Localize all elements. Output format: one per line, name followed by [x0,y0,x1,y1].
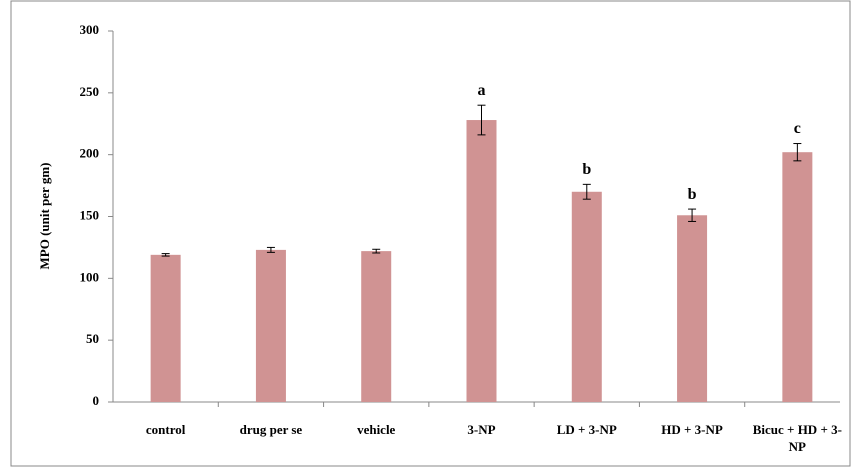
bar [677,215,708,402]
y-tick-label: 250 [80,84,100,99]
y-tick-label: 50 [86,331,99,346]
bar [571,191,602,402]
x-tick-label: control [145,422,186,437]
x-tick-label: 3-NP [467,422,496,437]
y-tick-label: 200 [80,146,100,161]
y-tick-label: 150 [80,207,100,222]
x-tick-label: HD + 3-NP [661,422,723,437]
bar [150,254,181,402]
annotation: a [478,82,486,99]
x-tick-label: Bicuc + HD + 3-NP [752,422,842,454]
chart-border [10,0,851,467]
annotation: b [582,161,591,178]
y-tick-label: 300 [80,22,100,37]
bar [782,152,813,402]
x-tick-label: LD + 3-NP [556,422,617,437]
annotation: b [688,186,697,203]
y-tick-label: 100 [80,269,100,284]
bar [361,251,392,402]
bar [255,249,286,402]
x-tick-label: vehicle [357,422,396,437]
x-tick-label: drug per se [239,422,303,437]
y-axis-label: MPO (unit per gm) [37,163,52,270]
bar [466,120,497,402]
annotation: c [794,120,801,137]
y-tick-label: 0 [93,393,100,408]
